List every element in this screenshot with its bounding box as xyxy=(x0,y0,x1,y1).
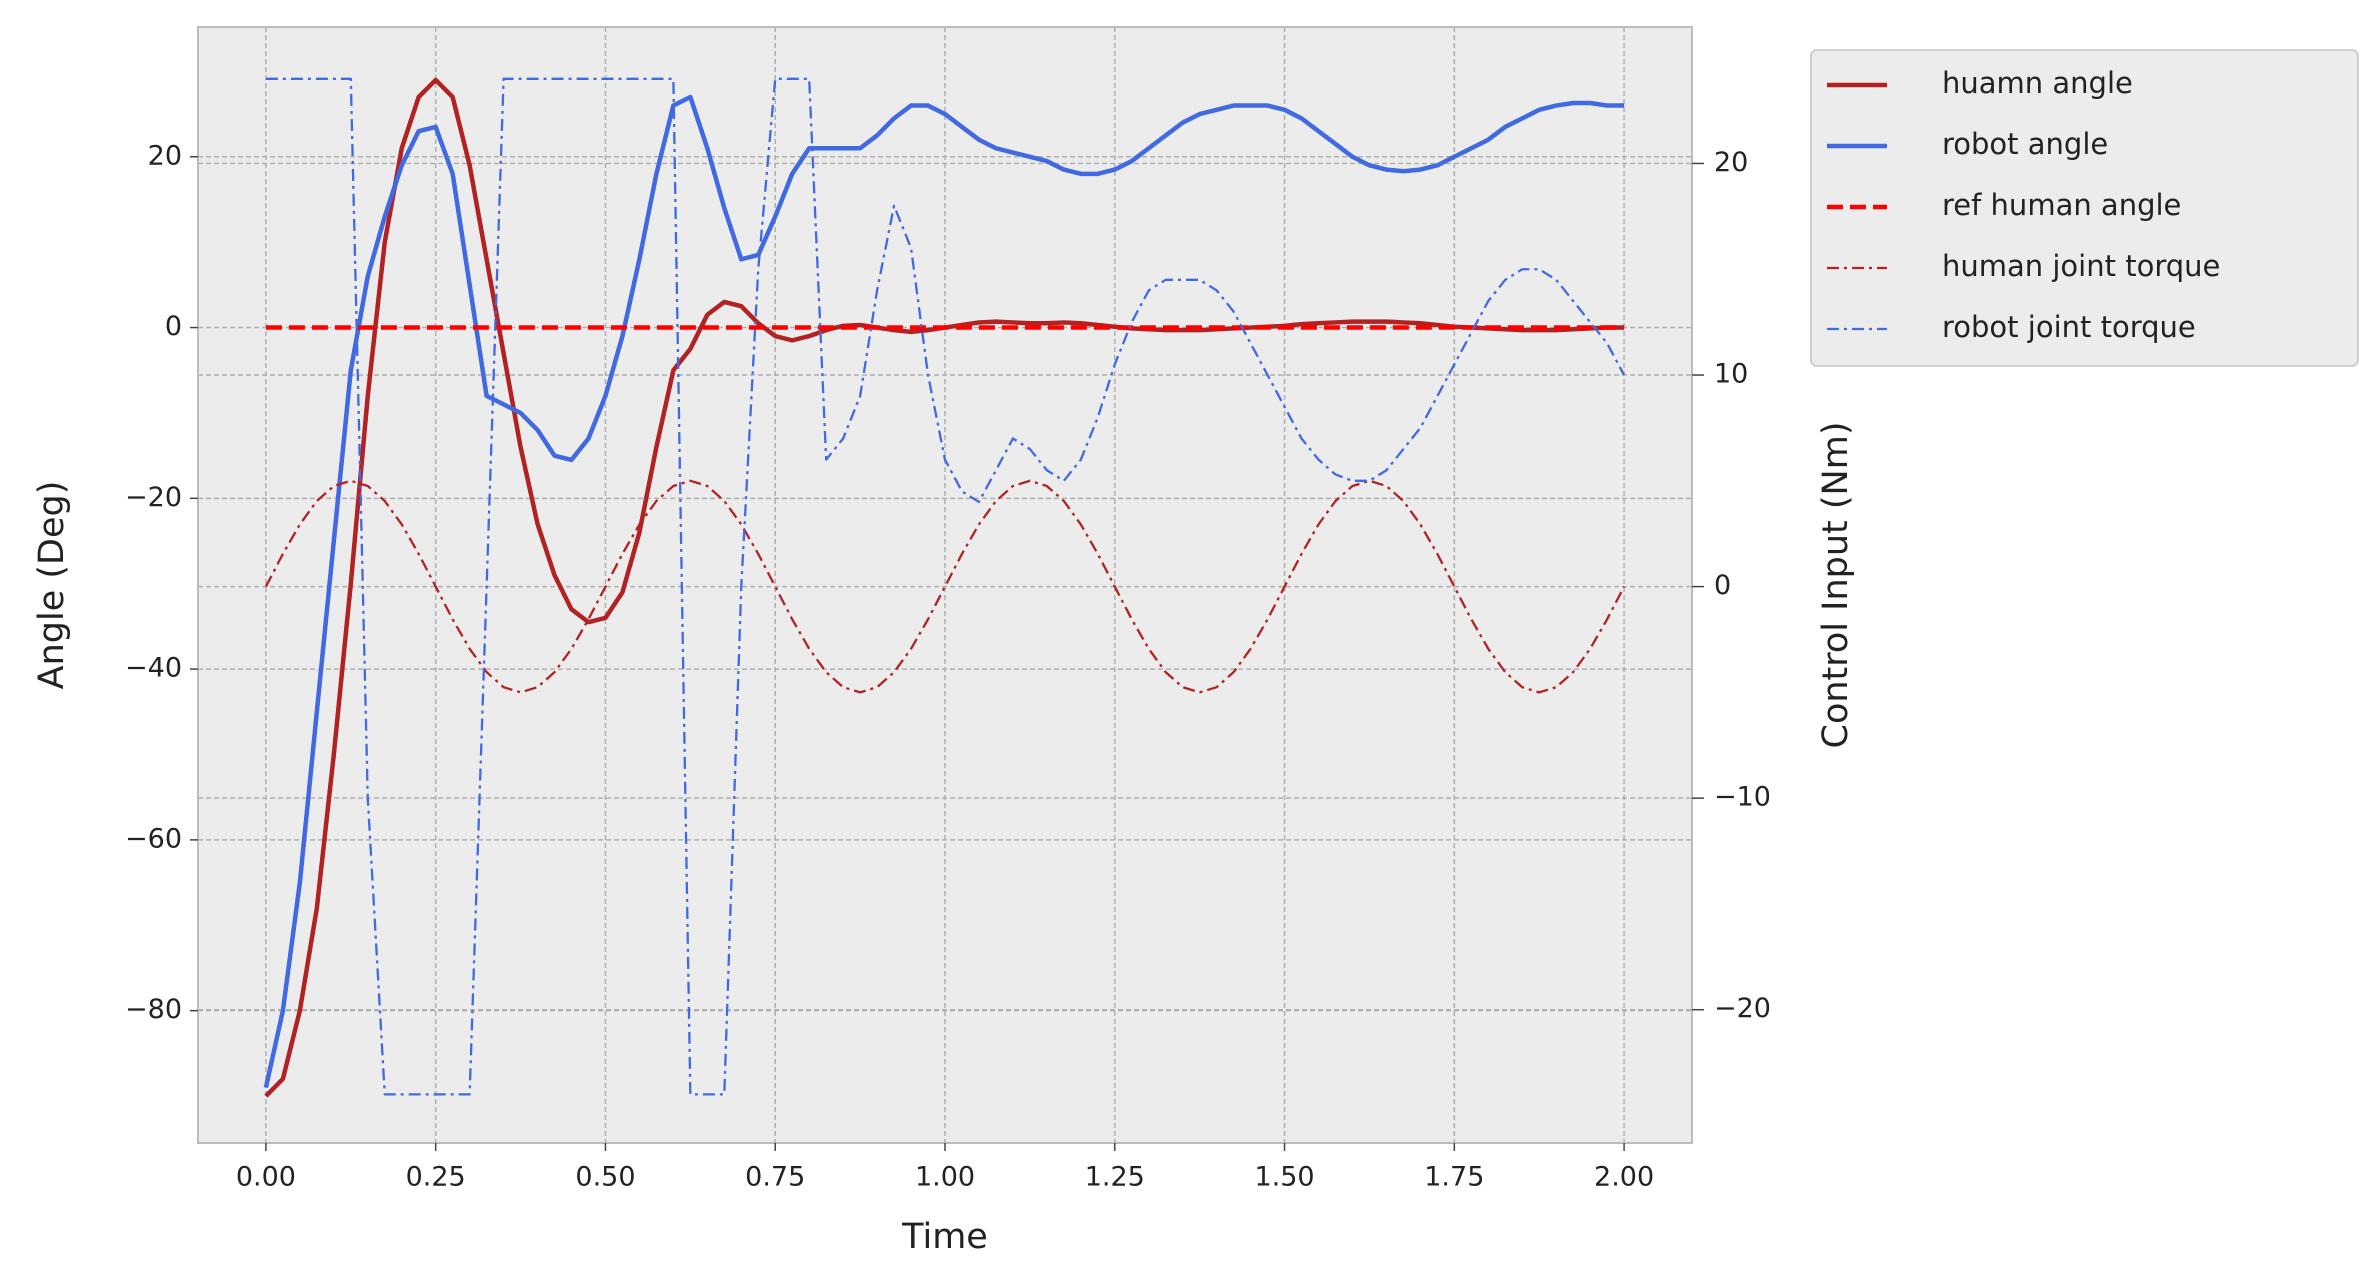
legend-label: robot angle xyxy=(1942,127,2108,161)
y-tick-label: 0 xyxy=(165,311,182,342)
y2-tick-label: 10 xyxy=(1714,359,1748,390)
x-tick-label: 0.00 xyxy=(236,1162,296,1193)
y2-tick-label: 20 xyxy=(1714,147,1748,178)
x-tick-label: 0.25 xyxy=(406,1162,466,1193)
x-tick-label: 1.50 xyxy=(1254,1162,1314,1193)
x-tick-label: 1.25 xyxy=(1085,1162,1145,1193)
legend: huamn angle robot angle ref human angle hum… xyxy=(1810,49,2359,367)
series-line xyxy=(264,479,1626,694)
x-tick-label: 1.75 xyxy=(1424,1162,1484,1193)
y-axis-label: Angle (Deg) xyxy=(32,481,72,690)
y-tick-label: −60 xyxy=(125,823,182,854)
series-line xyxy=(265,77,1626,1096)
legend-label: robot joint torque xyxy=(1942,310,2196,344)
x-axis-label: Time xyxy=(901,1217,988,1257)
x-tick-label: 0.75 xyxy=(745,1162,805,1193)
lines xyxy=(263,77,1626,1098)
y2-tick-label: −10 xyxy=(1714,782,1771,813)
y-tick-label: −40 xyxy=(125,653,182,684)
legend-label: ref human angle xyxy=(1942,188,2181,222)
x-tick-label: 2.00 xyxy=(1594,1162,1654,1193)
y2-tick-label: −20 xyxy=(1714,993,1771,1024)
x-tick-label: 1.00 xyxy=(915,1162,975,1193)
legend-label: human joint torque xyxy=(1942,249,2220,283)
legend-box xyxy=(1810,49,2359,367)
x-tick-label: 0.50 xyxy=(575,1162,635,1193)
y-tick-label: −20 xyxy=(125,482,182,513)
y-tick-label: −80 xyxy=(125,994,182,1025)
y-tick-label: 20 xyxy=(148,140,182,171)
y2-axis-label: Control Input (Nm) xyxy=(1816,422,1856,749)
axes: 0.00 0.25 0.50 0.75 1.00 1.25 1.50 1.75 2.00 −80 −… xyxy=(125,140,1771,1192)
legend-label: huamn angle xyxy=(1942,66,2133,100)
y2-tick-label: 0 xyxy=(1714,570,1731,601)
